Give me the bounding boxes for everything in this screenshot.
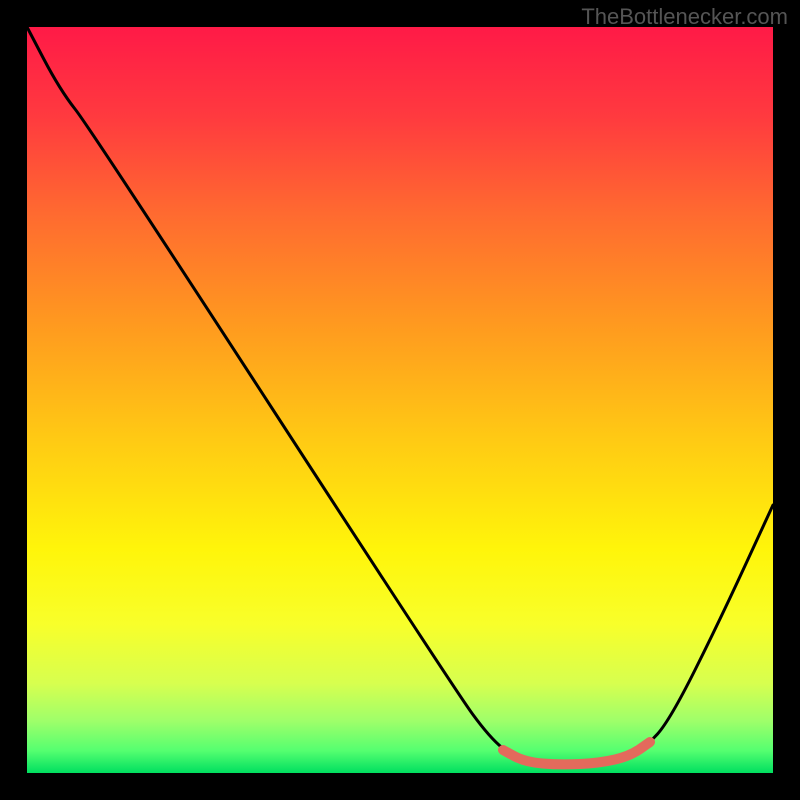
chart-gradient-bg <box>27 27 773 773</box>
bottleneck-chart <box>0 0 800 800</box>
chart-stage: TheBottlenecker.com <box>0 0 800 800</box>
watermark-text: TheBottlenecker.com <box>581 4 788 30</box>
